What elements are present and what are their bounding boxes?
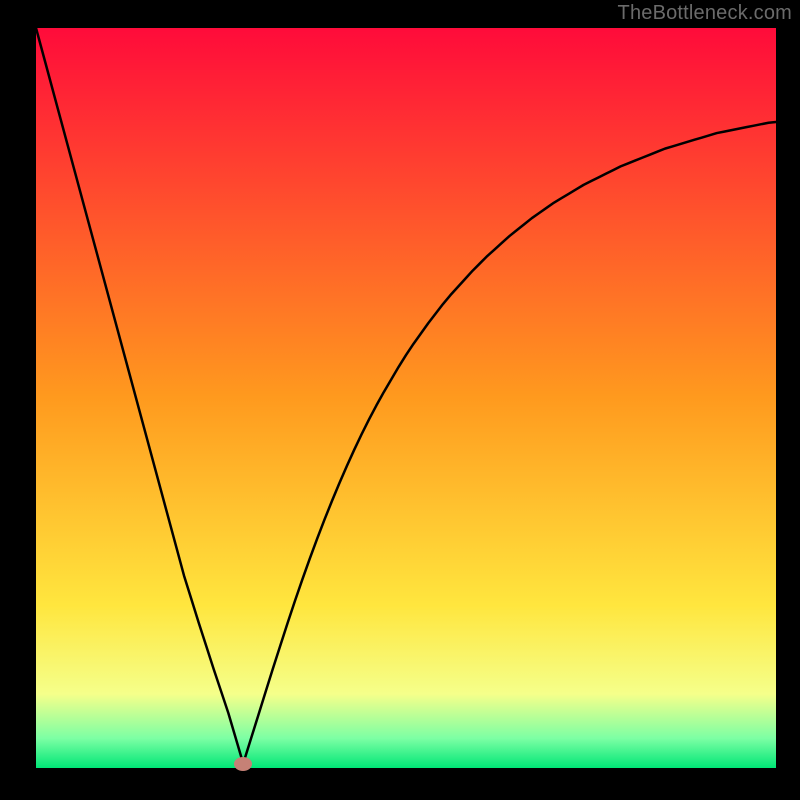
chart-container: TheBottleneck.com <box>0 0 800 800</box>
bottleneck-curve <box>0 0 800 800</box>
optimal-point-marker <box>234 757 252 771</box>
watermark-text: TheBottleneck.com <box>618 2 792 25</box>
